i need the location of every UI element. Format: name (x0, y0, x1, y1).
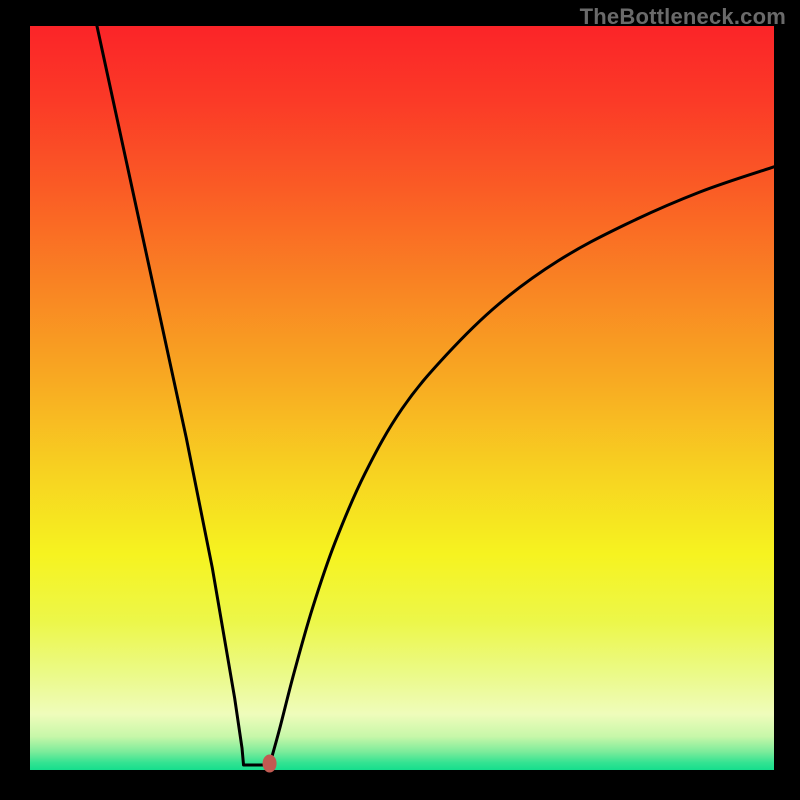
chart-container: TheBottleneck.com (0, 0, 800, 800)
plot-background (30, 26, 774, 770)
bottleneck-chart (0, 0, 800, 800)
watermark-text: TheBottleneck.com (580, 4, 786, 30)
optimal-point-marker (263, 754, 277, 772)
